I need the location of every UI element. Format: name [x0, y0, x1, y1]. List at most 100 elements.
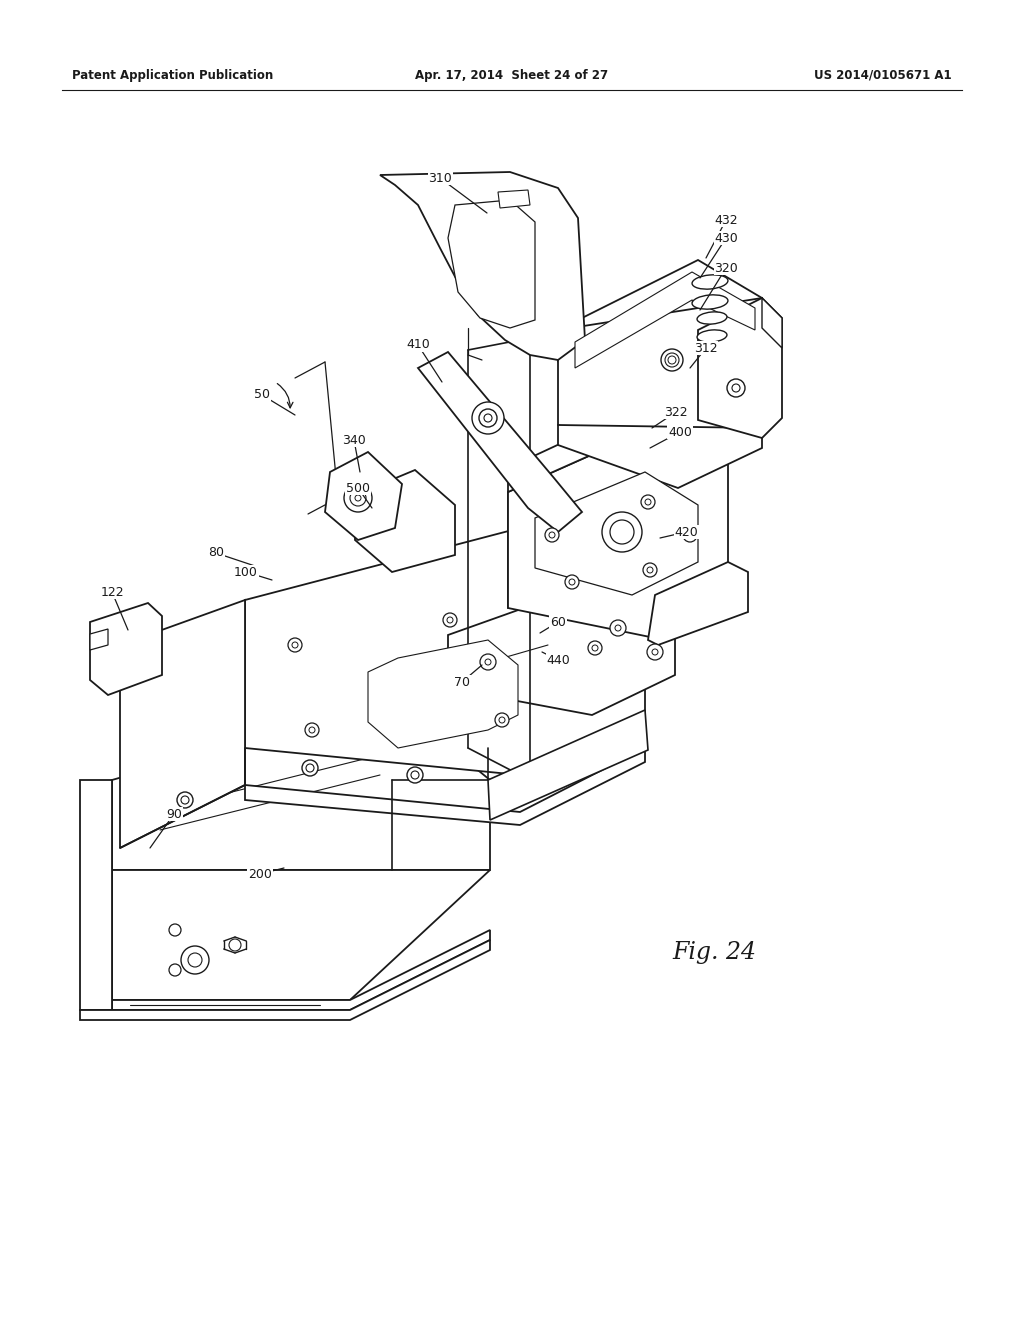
Polygon shape — [90, 603, 162, 696]
Circle shape — [302, 760, 318, 776]
Text: 310: 310 — [428, 172, 452, 185]
Circle shape — [610, 620, 626, 636]
Circle shape — [545, 528, 559, 543]
Text: 70: 70 — [454, 676, 470, 689]
Circle shape — [592, 645, 598, 651]
Text: 500: 500 — [346, 482, 370, 495]
Circle shape — [306, 764, 314, 772]
Text: 430: 430 — [714, 231, 738, 244]
Circle shape — [647, 644, 663, 660]
Ellipse shape — [665, 352, 679, 367]
Circle shape — [569, 579, 575, 585]
Text: Apr. 17, 2014  Sheet 24 of 27: Apr. 17, 2014 Sheet 24 of 27 — [416, 69, 608, 82]
Polygon shape — [508, 395, 665, 492]
Circle shape — [188, 953, 202, 968]
Polygon shape — [355, 470, 455, 572]
Ellipse shape — [697, 312, 727, 325]
Text: 440: 440 — [546, 653, 570, 667]
Text: 312: 312 — [694, 342, 718, 355]
Circle shape — [480, 653, 496, 671]
Circle shape — [732, 384, 740, 392]
Circle shape — [668, 356, 676, 364]
Ellipse shape — [662, 348, 683, 371]
Polygon shape — [80, 940, 490, 1020]
Circle shape — [443, 612, 457, 627]
Polygon shape — [535, 473, 698, 595]
Polygon shape — [80, 780, 112, 1010]
Polygon shape — [558, 425, 762, 488]
Polygon shape — [558, 298, 762, 469]
Circle shape — [355, 495, 361, 502]
Polygon shape — [698, 298, 782, 438]
Polygon shape — [558, 260, 762, 362]
Circle shape — [169, 924, 181, 936]
Circle shape — [305, 723, 319, 737]
Circle shape — [687, 532, 693, 539]
Text: 320: 320 — [714, 261, 738, 275]
Circle shape — [484, 414, 492, 422]
Circle shape — [309, 727, 315, 733]
Polygon shape — [488, 710, 648, 820]
Text: 80: 80 — [208, 546, 224, 560]
Polygon shape — [245, 748, 645, 825]
Circle shape — [565, 576, 579, 589]
Circle shape — [610, 520, 634, 544]
Polygon shape — [245, 528, 645, 775]
Polygon shape — [762, 298, 782, 348]
Polygon shape — [449, 201, 535, 327]
Polygon shape — [380, 172, 585, 360]
Circle shape — [652, 649, 658, 655]
Circle shape — [495, 713, 509, 727]
Circle shape — [499, 717, 505, 723]
Text: 340: 340 — [342, 433, 366, 446]
Circle shape — [727, 379, 745, 397]
Circle shape — [472, 403, 504, 434]
Text: Fig. 24: Fig. 24 — [672, 940, 756, 964]
Polygon shape — [648, 562, 748, 645]
Circle shape — [169, 964, 181, 975]
Circle shape — [588, 642, 602, 655]
Circle shape — [602, 512, 642, 552]
Circle shape — [411, 771, 419, 779]
Text: 432: 432 — [714, 214, 738, 227]
Text: 420: 420 — [674, 525, 698, 539]
Text: 50: 50 — [254, 388, 270, 401]
Circle shape — [615, 624, 621, 631]
Polygon shape — [112, 870, 490, 1001]
Circle shape — [177, 792, 193, 808]
Text: 400: 400 — [668, 425, 692, 438]
Polygon shape — [368, 640, 518, 748]
Polygon shape — [498, 190, 530, 209]
Circle shape — [407, 767, 423, 783]
Polygon shape — [508, 422, 728, 638]
Polygon shape — [90, 630, 108, 649]
Circle shape — [447, 616, 453, 623]
Circle shape — [643, 564, 657, 577]
Polygon shape — [112, 700, 490, 870]
Circle shape — [645, 499, 651, 506]
Polygon shape — [418, 352, 582, 532]
Text: 122: 122 — [100, 586, 124, 598]
Text: Patent Application Publication: Patent Application Publication — [72, 69, 273, 82]
Text: 200: 200 — [248, 867, 272, 880]
Polygon shape — [112, 931, 490, 1010]
Text: 90: 90 — [166, 808, 182, 821]
Text: US 2014/0105671 A1: US 2014/0105671 A1 — [814, 69, 952, 82]
Text: 60: 60 — [550, 615, 566, 628]
Ellipse shape — [692, 294, 728, 309]
Polygon shape — [325, 451, 402, 540]
Circle shape — [641, 495, 655, 510]
Circle shape — [292, 642, 298, 648]
Circle shape — [229, 939, 241, 950]
Polygon shape — [449, 572, 675, 715]
Ellipse shape — [697, 330, 727, 342]
Circle shape — [350, 490, 366, 506]
Circle shape — [549, 532, 555, 539]
Polygon shape — [120, 601, 245, 847]
Circle shape — [344, 484, 372, 512]
Circle shape — [479, 409, 497, 426]
Circle shape — [181, 796, 189, 804]
Text: 100: 100 — [234, 565, 258, 578]
Circle shape — [683, 528, 697, 543]
Ellipse shape — [692, 275, 728, 289]
